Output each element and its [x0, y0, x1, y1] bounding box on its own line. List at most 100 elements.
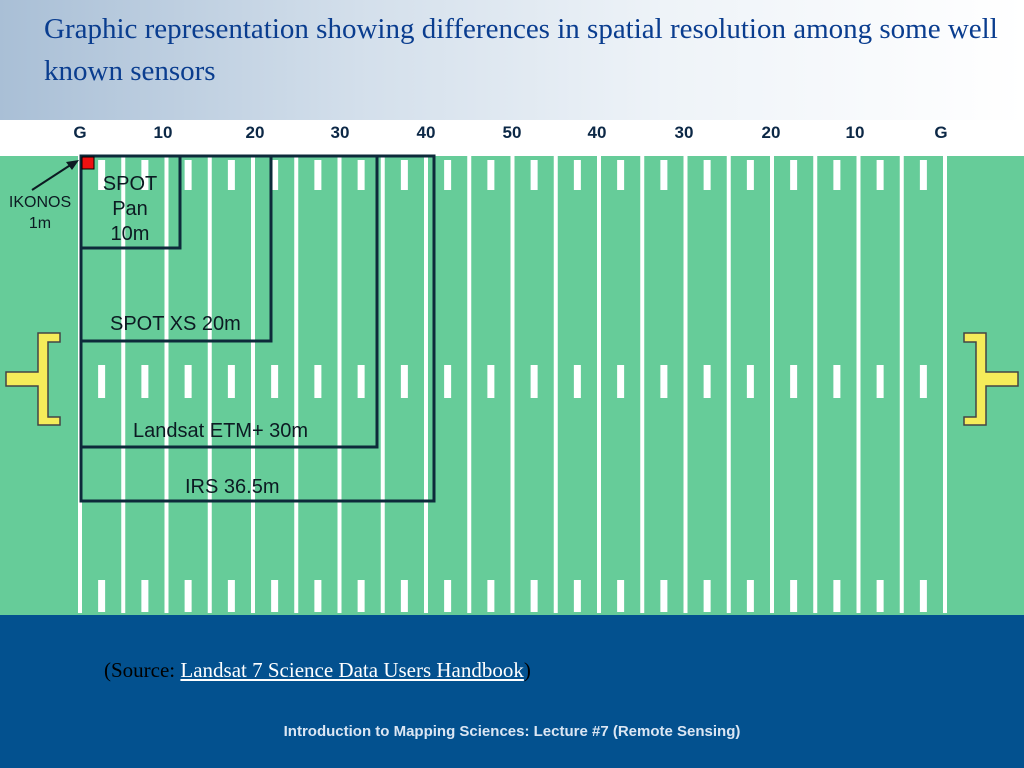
hash-mark — [271, 365, 279, 398]
hash-mark — [357, 580, 365, 612]
hash-mark — [833, 365, 841, 398]
hash-mark — [573, 365, 581, 398]
yard-line — [683, 156, 688, 613]
hash-mark — [573, 580, 581, 612]
hash-mark — [141, 160, 149, 190]
yard-line — [380, 156, 385, 613]
yard-line — [943, 156, 947, 613]
hash-mark — [876, 365, 884, 398]
hash-mark — [357, 365, 365, 398]
hash-mark — [876, 160, 884, 190]
yard-label: 20 — [246, 123, 265, 142]
yard-labels: G 10 20 30 40 50 40 30 20 10 G — [73, 123, 947, 142]
hash-mark — [617, 160, 625, 190]
irs-label: IRS 36.5m — [185, 476, 279, 498]
yard-line — [899, 156, 904, 613]
yard-line — [251, 156, 255, 613]
hash-mark — [833, 580, 841, 612]
hash-mark — [530, 365, 538, 398]
yard-label: G — [73, 123, 86, 142]
field-svg: G 10 20 30 40 50 40 30 20 10 G IKONOS 1m SPOT Pan 10m S… — [0, 123, 1024, 615]
yard-line — [467, 156, 472, 613]
hash-mark — [919, 160, 927, 190]
yard-line — [813, 156, 818, 613]
hash-mark — [660, 580, 668, 612]
hash-mark — [487, 160, 495, 190]
yard-line — [856, 156, 861, 613]
hash-mark — [444, 365, 452, 398]
hash-mark — [919, 365, 927, 398]
yard-line — [553, 156, 558, 613]
hash-mark — [444, 580, 452, 612]
hash-mark — [617, 365, 625, 398]
yard-line — [337, 156, 342, 613]
hash-mark — [573, 160, 581, 190]
hash-mark — [790, 160, 798, 190]
hash-mark — [703, 580, 711, 612]
hash-mark — [314, 580, 322, 612]
hash-mark — [98, 580, 106, 612]
hash-mark — [530, 580, 538, 612]
yard-label: 30 — [331, 123, 350, 142]
hash-mark — [98, 160, 106, 190]
hash-mark — [487, 580, 495, 612]
yard-label: 10 — [846, 123, 865, 142]
hash-mark — [98, 365, 106, 398]
yard-label: 40 — [417, 123, 436, 142]
spot-xs-label: SPOT XS 20m — [110, 313, 241, 335]
yard-line — [510, 156, 515, 613]
hash-mark — [790, 365, 798, 398]
hash-mark — [141, 365, 149, 398]
yard-label: 30 — [675, 123, 694, 142]
sensor-boxes — [31, 154, 436, 503]
hash-mark — [400, 580, 408, 612]
hash-mark — [919, 580, 927, 612]
yard-line — [164, 156, 169, 613]
landsat-etm-label: Landsat ETM+ 30m — [133, 420, 308, 442]
hash-mark — [184, 580, 192, 612]
goalposts — [5, 332, 1019, 426]
source-prefix: (Source: — [104, 658, 181, 682]
hash-mark — [876, 580, 884, 612]
yard-line — [770, 156, 774, 613]
hash-mark — [184, 365, 192, 398]
yard-label: G — [934, 123, 947, 142]
yard-line — [121, 156, 126, 613]
yard-label: 40 — [588, 123, 607, 142]
field-lines — [78, 156, 947, 613]
slide-title: Graphic representation showing differenc… — [44, 13, 998, 87]
hash-mark — [660, 160, 668, 190]
irs-box — [79, 154, 436, 503]
source-citation: (Source: Landsat 7 Science Data Users Ha… — [104, 658, 531, 683]
hash-mark — [227, 160, 235, 190]
hash-mark — [400, 365, 408, 398]
ikonos-arrow-line — [31, 163, 73, 191]
hash-mark — [314, 160, 322, 190]
source-link[interactable]: Landsat 7 Science Data Users Handbook — [180, 658, 524, 682]
hash-mark — [790, 580, 798, 612]
ikonos-arrow-head — [66, 160, 79, 170]
hash-mark — [617, 580, 625, 612]
ikonos-label: IKONOS 1m — [9, 194, 71, 232]
right-goalpost — [963, 332, 1019, 426]
hash-mark — [833, 160, 841, 190]
hash-mark — [227, 580, 235, 612]
hash-mark — [746, 160, 754, 190]
hash-mark — [487, 365, 495, 398]
football-field-diagram: G 10 20 30 40 50 40 30 20 10 G IKONOS 1m SPOT Pan 10m S… — [0, 120, 1024, 615]
footer-bar: (Source: Landsat 7 Science Data Users Ha… — [0, 615, 1024, 768]
yard-label: 20 — [762, 123, 781, 142]
yard-line — [726, 156, 731, 613]
sensor-labels: IKONOS 1m SPOT Pan 10m SPOT XS 20m Landsat ETM… — [9, 173, 308, 498]
hash-mark — [227, 365, 235, 398]
hash-mark — [271, 160, 279, 190]
left-goalpost — [5, 332, 61, 426]
ikonos-square — [81, 156, 95, 170]
hash-mark — [703, 365, 711, 398]
yard-line — [294, 156, 299, 613]
course-title: Introduction to Mapping Sciences: Lectur… — [283, 723, 741, 740]
hash-mark — [746, 365, 754, 398]
hash-mark — [703, 160, 711, 190]
source-suffix: ) — [523, 658, 531, 682]
yard-line — [424, 156, 428, 613]
